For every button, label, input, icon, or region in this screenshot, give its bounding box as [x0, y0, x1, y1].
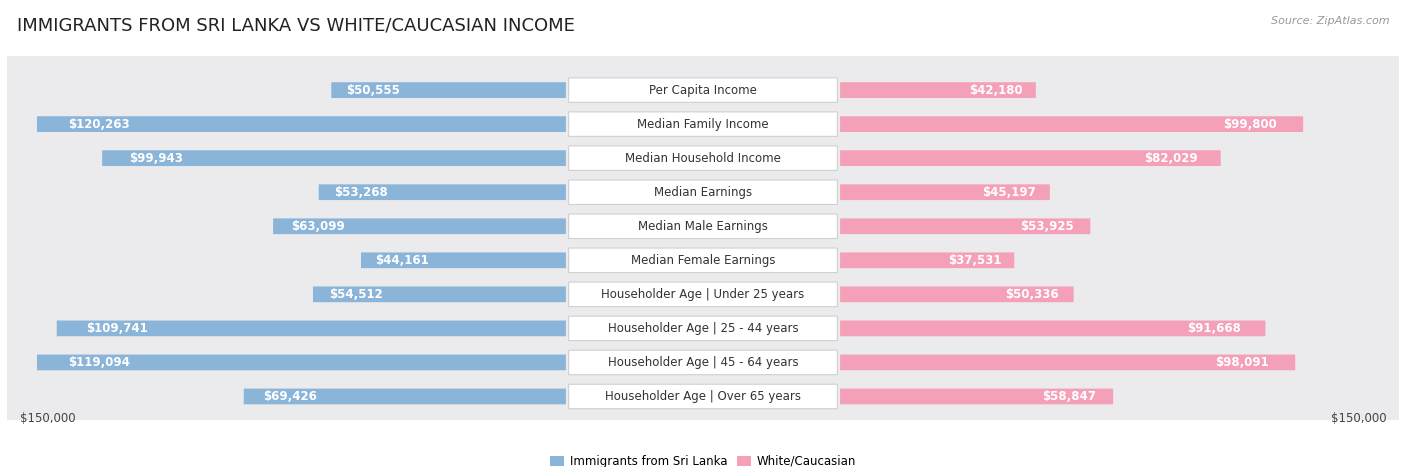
Legend: Immigrants from Sri Lanka, White/Caucasian: Immigrants from Sri Lanka, White/Caucasi…	[546, 450, 860, 467]
FancyBboxPatch shape	[319, 184, 565, 200]
FancyBboxPatch shape	[273, 219, 565, 234]
Text: $53,268: $53,268	[335, 186, 388, 199]
FancyBboxPatch shape	[841, 82, 1036, 98]
FancyBboxPatch shape	[3, 0, 1403, 467]
FancyBboxPatch shape	[841, 389, 1114, 404]
FancyBboxPatch shape	[3, 0, 1403, 467]
FancyBboxPatch shape	[568, 316, 838, 340]
FancyBboxPatch shape	[3, 0, 1403, 467]
Text: IMMIGRANTS FROM SRI LANKA VS WHITE/CAUCASIAN INCOME: IMMIGRANTS FROM SRI LANKA VS WHITE/CAUCA…	[17, 16, 575, 35]
Text: Per Capita Income: Per Capita Income	[650, 84, 756, 97]
Text: Median Earnings: Median Earnings	[654, 186, 752, 199]
Text: Householder Age | 45 - 64 years: Householder Age | 45 - 64 years	[607, 356, 799, 369]
FancyBboxPatch shape	[3, 0, 1403, 467]
FancyBboxPatch shape	[3, 0, 1403, 467]
Text: Householder Age | Over 65 years: Householder Age | Over 65 years	[605, 390, 801, 403]
FancyBboxPatch shape	[56, 320, 565, 336]
FancyBboxPatch shape	[568, 384, 838, 409]
Text: Source: ZipAtlas.com: Source: ZipAtlas.com	[1271, 16, 1389, 26]
FancyBboxPatch shape	[243, 389, 565, 404]
FancyBboxPatch shape	[568, 146, 838, 170]
FancyBboxPatch shape	[314, 286, 565, 302]
Text: Householder Age | Under 25 years: Householder Age | Under 25 years	[602, 288, 804, 301]
FancyBboxPatch shape	[568, 282, 838, 307]
FancyBboxPatch shape	[841, 320, 1265, 336]
Text: $119,094: $119,094	[67, 356, 129, 369]
Text: Median Family Income: Median Family Income	[637, 118, 769, 131]
Text: $98,091: $98,091	[1215, 356, 1270, 369]
FancyBboxPatch shape	[568, 180, 838, 205]
FancyBboxPatch shape	[841, 116, 1303, 132]
Text: $99,943: $99,943	[129, 152, 183, 165]
FancyBboxPatch shape	[568, 350, 838, 375]
Text: $63,099: $63,099	[291, 220, 344, 233]
FancyBboxPatch shape	[841, 184, 1050, 200]
Text: $44,161: $44,161	[375, 254, 429, 267]
Text: $109,741: $109,741	[86, 322, 148, 335]
Text: $42,180: $42,180	[969, 84, 1022, 97]
Text: Median Household Income: Median Household Income	[626, 152, 780, 165]
Text: $91,668: $91,668	[1187, 322, 1240, 335]
FancyBboxPatch shape	[37, 116, 565, 132]
Text: $54,512: $54,512	[329, 288, 382, 301]
Text: $53,925: $53,925	[1021, 220, 1074, 233]
FancyBboxPatch shape	[103, 150, 565, 166]
Text: $150,000: $150,000	[20, 412, 75, 425]
Text: Householder Age | 25 - 44 years: Householder Age | 25 - 44 years	[607, 322, 799, 335]
FancyBboxPatch shape	[37, 354, 565, 370]
FancyBboxPatch shape	[568, 78, 838, 102]
Text: $99,800: $99,800	[1223, 118, 1277, 131]
Text: $69,426: $69,426	[263, 390, 318, 403]
Text: $82,029: $82,029	[1144, 152, 1198, 165]
FancyBboxPatch shape	[3, 0, 1403, 467]
FancyBboxPatch shape	[841, 219, 1090, 234]
Text: $37,531: $37,531	[949, 254, 1002, 267]
Text: $45,197: $45,197	[983, 186, 1036, 199]
Text: $150,000: $150,000	[1331, 412, 1386, 425]
Text: $58,847: $58,847	[1042, 390, 1097, 403]
FancyBboxPatch shape	[3, 0, 1403, 467]
FancyBboxPatch shape	[841, 286, 1074, 302]
FancyBboxPatch shape	[568, 214, 838, 239]
FancyBboxPatch shape	[841, 354, 1295, 370]
FancyBboxPatch shape	[3, 0, 1403, 467]
FancyBboxPatch shape	[3, 0, 1403, 467]
FancyBboxPatch shape	[841, 150, 1220, 166]
FancyBboxPatch shape	[841, 253, 1014, 268]
FancyBboxPatch shape	[361, 253, 565, 268]
FancyBboxPatch shape	[568, 112, 838, 136]
Text: $120,263: $120,263	[69, 118, 129, 131]
Text: $50,336: $50,336	[1005, 288, 1059, 301]
Text: Median Female Earnings: Median Female Earnings	[631, 254, 775, 267]
FancyBboxPatch shape	[568, 248, 838, 273]
FancyBboxPatch shape	[332, 82, 565, 98]
FancyBboxPatch shape	[3, 0, 1403, 467]
Text: Median Male Earnings: Median Male Earnings	[638, 220, 768, 233]
Text: $50,555: $50,555	[346, 84, 401, 97]
